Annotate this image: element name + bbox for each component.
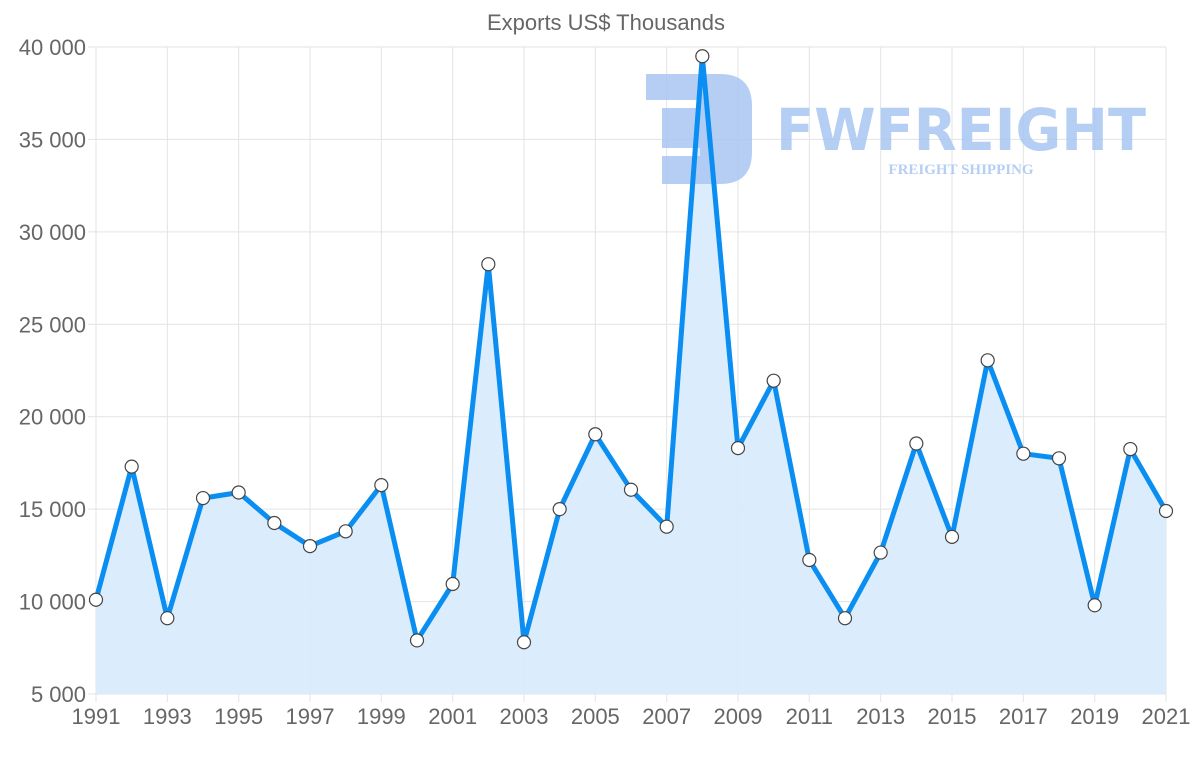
watermark-logo: FWFREIGHT FREIGHT SHIPPING <box>646 74 1146 184</box>
x-tick-label: 2007 <box>642 704 691 729</box>
data-point <box>552 502 567 517</box>
y-tick-label: 40 000 <box>19 35 86 60</box>
data-point <box>588 427 603 442</box>
data-point <box>837 611 853 626</box>
x-tick-label: 2001 <box>428 704 477 729</box>
watermark-tagline: FREIGHT SHIPPING <box>888 162 1033 178</box>
data-point <box>267 515 282 531</box>
data-point <box>160 611 175 626</box>
data-point <box>909 436 924 451</box>
data-points <box>88 49 1174 650</box>
data-point <box>124 459 139 474</box>
y-tick-label: 20 000 <box>19 405 86 430</box>
chart-title: Exports US$ Thousands <box>487 10 725 35</box>
x-tick-label: 2013 <box>856 704 905 729</box>
data-point <box>302 539 318 554</box>
y-tick-label: 35 000 <box>19 127 86 152</box>
x-tick-label: 2003 <box>500 704 549 729</box>
y-tick-label: 15 000 <box>19 497 86 522</box>
y-tick-label: 5 000 <box>31 682 86 707</box>
y-axis: 5 000 10 000 15 000 20 000 25 000 30 000 35 00… <box>19 35 86 707</box>
x-tick-label: 2009 <box>714 704 763 729</box>
data-point <box>1123 441 1138 457</box>
data-point <box>195 490 211 506</box>
watermark-brand: FWFREIGHT <box>776 96 1146 164</box>
x-tick-label: 2011 <box>786 704 833 729</box>
y-tick-label: 10 000 <box>19 590 86 615</box>
x-axis: 1991 1993 1995 1997 1999 2001 2003 2005 2007 2009… <box>72 704 1191 729</box>
data-point <box>231 485 246 500</box>
x-tick-label: 2021 <box>1142 704 1191 729</box>
x-tick-label: 1997 <box>286 704 335 729</box>
data-point <box>980 353 995 368</box>
data-point <box>944 529 960 544</box>
data-point <box>516 635 532 650</box>
data-point <box>1158 503 1174 519</box>
x-tick-label: 1991 <box>72 704 121 729</box>
y-tick-label: 25 000 <box>19 312 86 337</box>
data-point <box>873 545 888 560</box>
x-tick-label: 1999 <box>357 704 406 729</box>
x-tick-label: 1995 <box>214 704 263 729</box>
data-point <box>695 49 710 64</box>
data-point <box>481 257 496 272</box>
x-tick-label: 2005 <box>571 704 620 729</box>
series-area <box>96 56 1166 694</box>
data-point <box>1051 451 1067 466</box>
data-point <box>338 524 353 539</box>
data-point <box>409 633 425 648</box>
data-point <box>445 576 460 592</box>
data-point <box>730 441 746 456</box>
data-point <box>766 373 781 388</box>
x-tick-label: 2017 <box>999 704 1048 729</box>
data-point <box>1016 446 1031 461</box>
data-point <box>88 592 104 607</box>
data-point <box>374 478 389 493</box>
y-tick-label: 30 000 <box>19 220 86 245</box>
x-tick-label: 2019 <box>1070 704 1119 729</box>
x-tick-label: 1993 <box>143 704 192 729</box>
data-point <box>1087 598 1102 613</box>
data-point <box>659 519 674 534</box>
data-point <box>802 552 817 568</box>
data-point <box>623 482 639 497</box>
x-tick-label: 2015 <box>928 704 977 729</box>
